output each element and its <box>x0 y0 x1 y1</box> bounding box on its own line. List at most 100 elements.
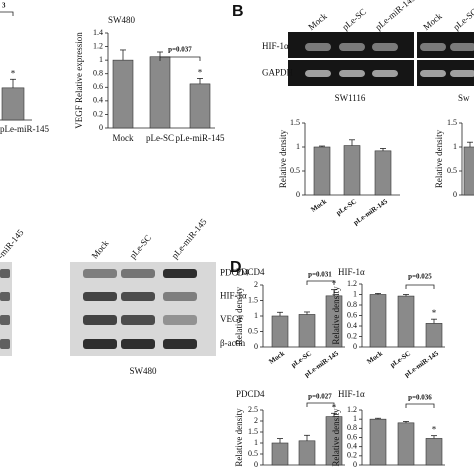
bar <box>369 294 387 348</box>
y-axis-label: Relative density <box>331 286 341 345</box>
band <box>339 43 365 51</box>
x-tick-label: Mock <box>309 197 328 213</box>
bracket <box>405 403 435 408</box>
x-tick-label: pLe-miR-145 <box>352 197 389 227</box>
y-tick-label: 1.2 <box>347 279 357 288</box>
y-tick-label: 1.5 <box>248 295 258 304</box>
y-tick-label: 1.2 <box>347 405 357 414</box>
bracket <box>306 280 335 285</box>
x-tick-label: pLe-SC <box>146 133 174 143</box>
x-tick-label: pLe-miR-145 <box>0 124 49 134</box>
band <box>372 70 398 77</box>
lane-label: Mock <box>306 11 329 32</box>
x-tick-label: pLe-SC <box>389 349 412 369</box>
band <box>121 269 155 278</box>
y-tick-label: 1 <box>353 414 357 423</box>
chart-title: PDCD4 <box>236 267 265 277</box>
lane-label: Mock <box>421 11 444 32</box>
y-tick-label: 0 <box>99 123 103 132</box>
bar <box>298 440 316 466</box>
y-tick-label: 0.6 <box>93 82 103 91</box>
y-tick-label: 0.8 <box>93 69 103 78</box>
row-label: VEGF <box>220 314 244 324</box>
y-axis-label: Relative density <box>234 286 244 345</box>
lane-label: pLe-SC <box>127 233 153 261</box>
bar <box>271 315 289 348</box>
p-value: p=0.027 <box>308 393 332 401</box>
bar <box>397 422 415 466</box>
band <box>339 70 365 77</box>
bar <box>343 145 361 196</box>
y-tick-label: 0 <box>296 190 300 199</box>
row-label: HIF-1α <box>220 291 247 301</box>
band <box>0 292 10 301</box>
y-tick-label: 1.2 <box>93 41 103 50</box>
band <box>83 269 117 278</box>
band <box>83 339 117 349</box>
band <box>305 43 331 51</box>
row-label: GAPDH <box>262 68 294 78</box>
y-tick-label: 0 <box>254 342 258 351</box>
y-tick-label: 1.5 <box>248 427 258 436</box>
bar <box>149 56 171 129</box>
x-tick-label: pLe-miR-145 <box>176 133 225 143</box>
band <box>450 70 474 77</box>
band <box>420 70 446 77</box>
p-value: 3 <box>2 2 6 10</box>
y-tick-label: 1 <box>254 311 258 320</box>
lane-label: pLe-miR-145 <box>373 0 417 32</box>
bracket <box>306 402 335 407</box>
bar <box>374 150 392 196</box>
row-label: HIF-1α <box>262 41 289 51</box>
y-tick-label: 2 <box>254 280 258 289</box>
y-tick-label: 2 <box>254 416 258 425</box>
band <box>163 315 197 325</box>
y-tick-label: 2.5 <box>248 405 258 414</box>
bracket <box>0 11 14 16</box>
significance-star: * <box>198 68 203 78</box>
p-value: p=0.037 <box>168 46 192 54</box>
p-value: p=0.036 <box>408 394 432 402</box>
bar <box>397 295 415 348</box>
panel-label: D <box>230 259 242 276</box>
bracket <box>159 56 201 61</box>
band <box>420 43 446 51</box>
lane-label: -miR-145 <box>0 227 26 261</box>
bar <box>271 442 289 466</box>
y-tick-label: 0 <box>353 342 357 351</box>
y-axis-label: Relative density <box>434 129 444 188</box>
row-label: β-actin <box>220 338 246 348</box>
significance-star: * <box>432 425 437 435</box>
y-tick-label: 0.5 <box>447 166 457 175</box>
bracket <box>405 284 435 289</box>
bar <box>463 146 474 196</box>
cell-line: SW480 <box>130 366 158 376</box>
lane-label: pLe-SC <box>451 6 474 32</box>
y-tick-label: 1.5 <box>290 118 300 127</box>
band <box>83 292 117 301</box>
lane-label: pLe-SC <box>340 6 368 32</box>
y-tick-label: 1 <box>99 55 103 64</box>
y-tick-label: 0.5 <box>248 449 258 458</box>
y-tick-label: 1.4 <box>93 28 103 37</box>
y-tick-label: 1 <box>453 142 457 151</box>
bar <box>1 87 25 121</box>
band <box>305 70 331 77</box>
y-axis-label: Relative density <box>331 408 341 467</box>
y-tick-label: 0.2 <box>347 451 357 460</box>
y-tick-label: 1.5 <box>447 118 457 127</box>
y-tick-label: 0.8 <box>347 300 357 309</box>
chart-title: SW480 <box>108 15 136 25</box>
x-tick-label: pLe-SC <box>335 197 358 217</box>
y-axis-label: Relative density <box>278 129 288 188</box>
bar <box>425 438 443 466</box>
bar <box>298 314 316 348</box>
y-tick-label: 0.5 <box>290 166 300 175</box>
band <box>121 292 155 301</box>
y-tick-label: 0.8 <box>347 423 357 432</box>
band <box>83 315 117 325</box>
band <box>372 43 398 51</box>
band <box>0 339 10 349</box>
band <box>450 43 474 51</box>
